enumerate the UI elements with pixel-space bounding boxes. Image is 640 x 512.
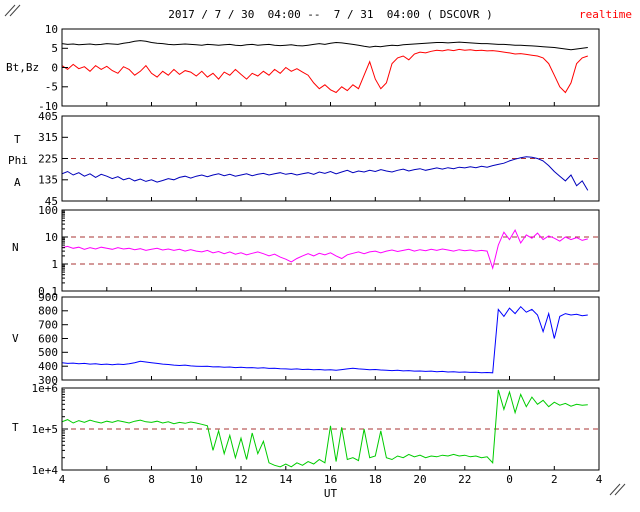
x-tick-label: 4 — [59, 473, 66, 486]
y-tick-label: 225 — [38, 152, 58, 165]
panel-temperature-ylabel: T — [12, 421, 19, 434]
x-tick-label: 14 — [279, 473, 293, 486]
y-tick-label: 1e+5 — [32, 423, 59, 436]
y-tick-label: 135 — [38, 174, 58, 187]
x-tick-label: 6 — [103, 473, 110, 486]
y-tick-label: 315 — [38, 131, 58, 144]
series-N — [62, 229, 588, 271]
panel-phi-ylabel-t: T — [14, 133, 21, 146]
y-tick-label: 10 — [45, 23, 58, 36]
y-tick-label: 1e+6 — [32, 382, 59, 395]
y-tick-label: -5 — [45, 81, 58, 94]
y-tick-label: 600 — [38, 332, 58, 345]
panel-phi-ylabel-phi: Phi — [8, 154, 28, 167]
x-axis-label: UT — [323, 487, 338, 500]
series-Bt — [62, 40, 588, 51]
y-tick-label: 1 — [51, 258, 58, 271]
series-V — [62, 305, 588, 374]
panel-density: 100 10 1 0.1 — [38, 204, 600, 298]
x-tick-label: 0 — [506, 473, 513, 486]
plot-title: 2017 / 7 / 30 04:00 -- 7 / 31 04:00 ( DS… — [168, 8, 493, 21]
realtime-label: realtime — [579, 8, 632, 21]
y-tick-label: 0.1 — [38, 285, 58, 298]
y-tick-label: 10 — [45, 231, 58, 244]
series-Phi — [62, 156, 589, 191]
panel-temperature: 1e+6 1e+5 1e+4 — [32, 382, 600, 477]
panel-magnetic-field: 10 5 0 -5 -10 — [38, 23, 600, 113]
y-tick-label: 0 — [51, 61, 58, 74]
y-tick-label: 45 — [45, 195, 58, 208]
corner-hatch-icon — [4, 4, 626, 496]
y-tick-label: -10 — [38, 100, 58, 113]
y-tick-label: 1e+4 — [32, 464, 59, 477]
y-tick-label: 800 — [38, 305, 58, 318]
y-tick-label: 400 — [38, 360, 58, 373]
x-tick-label: 22 — [458, 473, 471, 486]
series-T — [62, 389, 588, 468]
panel-velocity-ylabel: V — [12, 332, 19, 345]
x-tick-label: 10 — [190, 473, 203, 486]
panel-btbz-ylabel: Bt,Bz — [6, 61, 40, 74]
y-tick-label: 300 — [38, 374, 58, 387]
x-tick-label: 18 — [369, 473, 382, 486]
panel-phi-ylabel-a: A — [14, 176, 21, 189]
series-Bz — [62, 48, 588, 94]
x-tick-label: 12 — [234, 473, 247, 486]
y-tick-label: 405 — [38, 110, 58, 123]
y-tick-label: 5 — [51, 42, 58, 55]
panel-phi-angle: 405 315 225 135 45 — [38, 110, 600, 208]
x-tick-label: 16 — [324, 473, 337, 486]
y-tick-label: 100 — [38, 204, 58, 217]
panel-border — [61, 209, 600, 292]
x-tick-label: 4 — [596, 473, 603, 486]
y-tick-label: 900 — [38, 291, 58, 304]
y-tick-label: 500 — [38, 346, 58, 359]
panel-density-ylabel: N — [12, 241, 19, 254]
x-tick-label: 8 — [148, 473, 155, 486]
x-tick-label: 2 — [551, 473, 558, 486]
x-tick-label: 20 — [413, 473, 426, 486]
y-tick-label: 700 — [38, 319, 58, 332]
